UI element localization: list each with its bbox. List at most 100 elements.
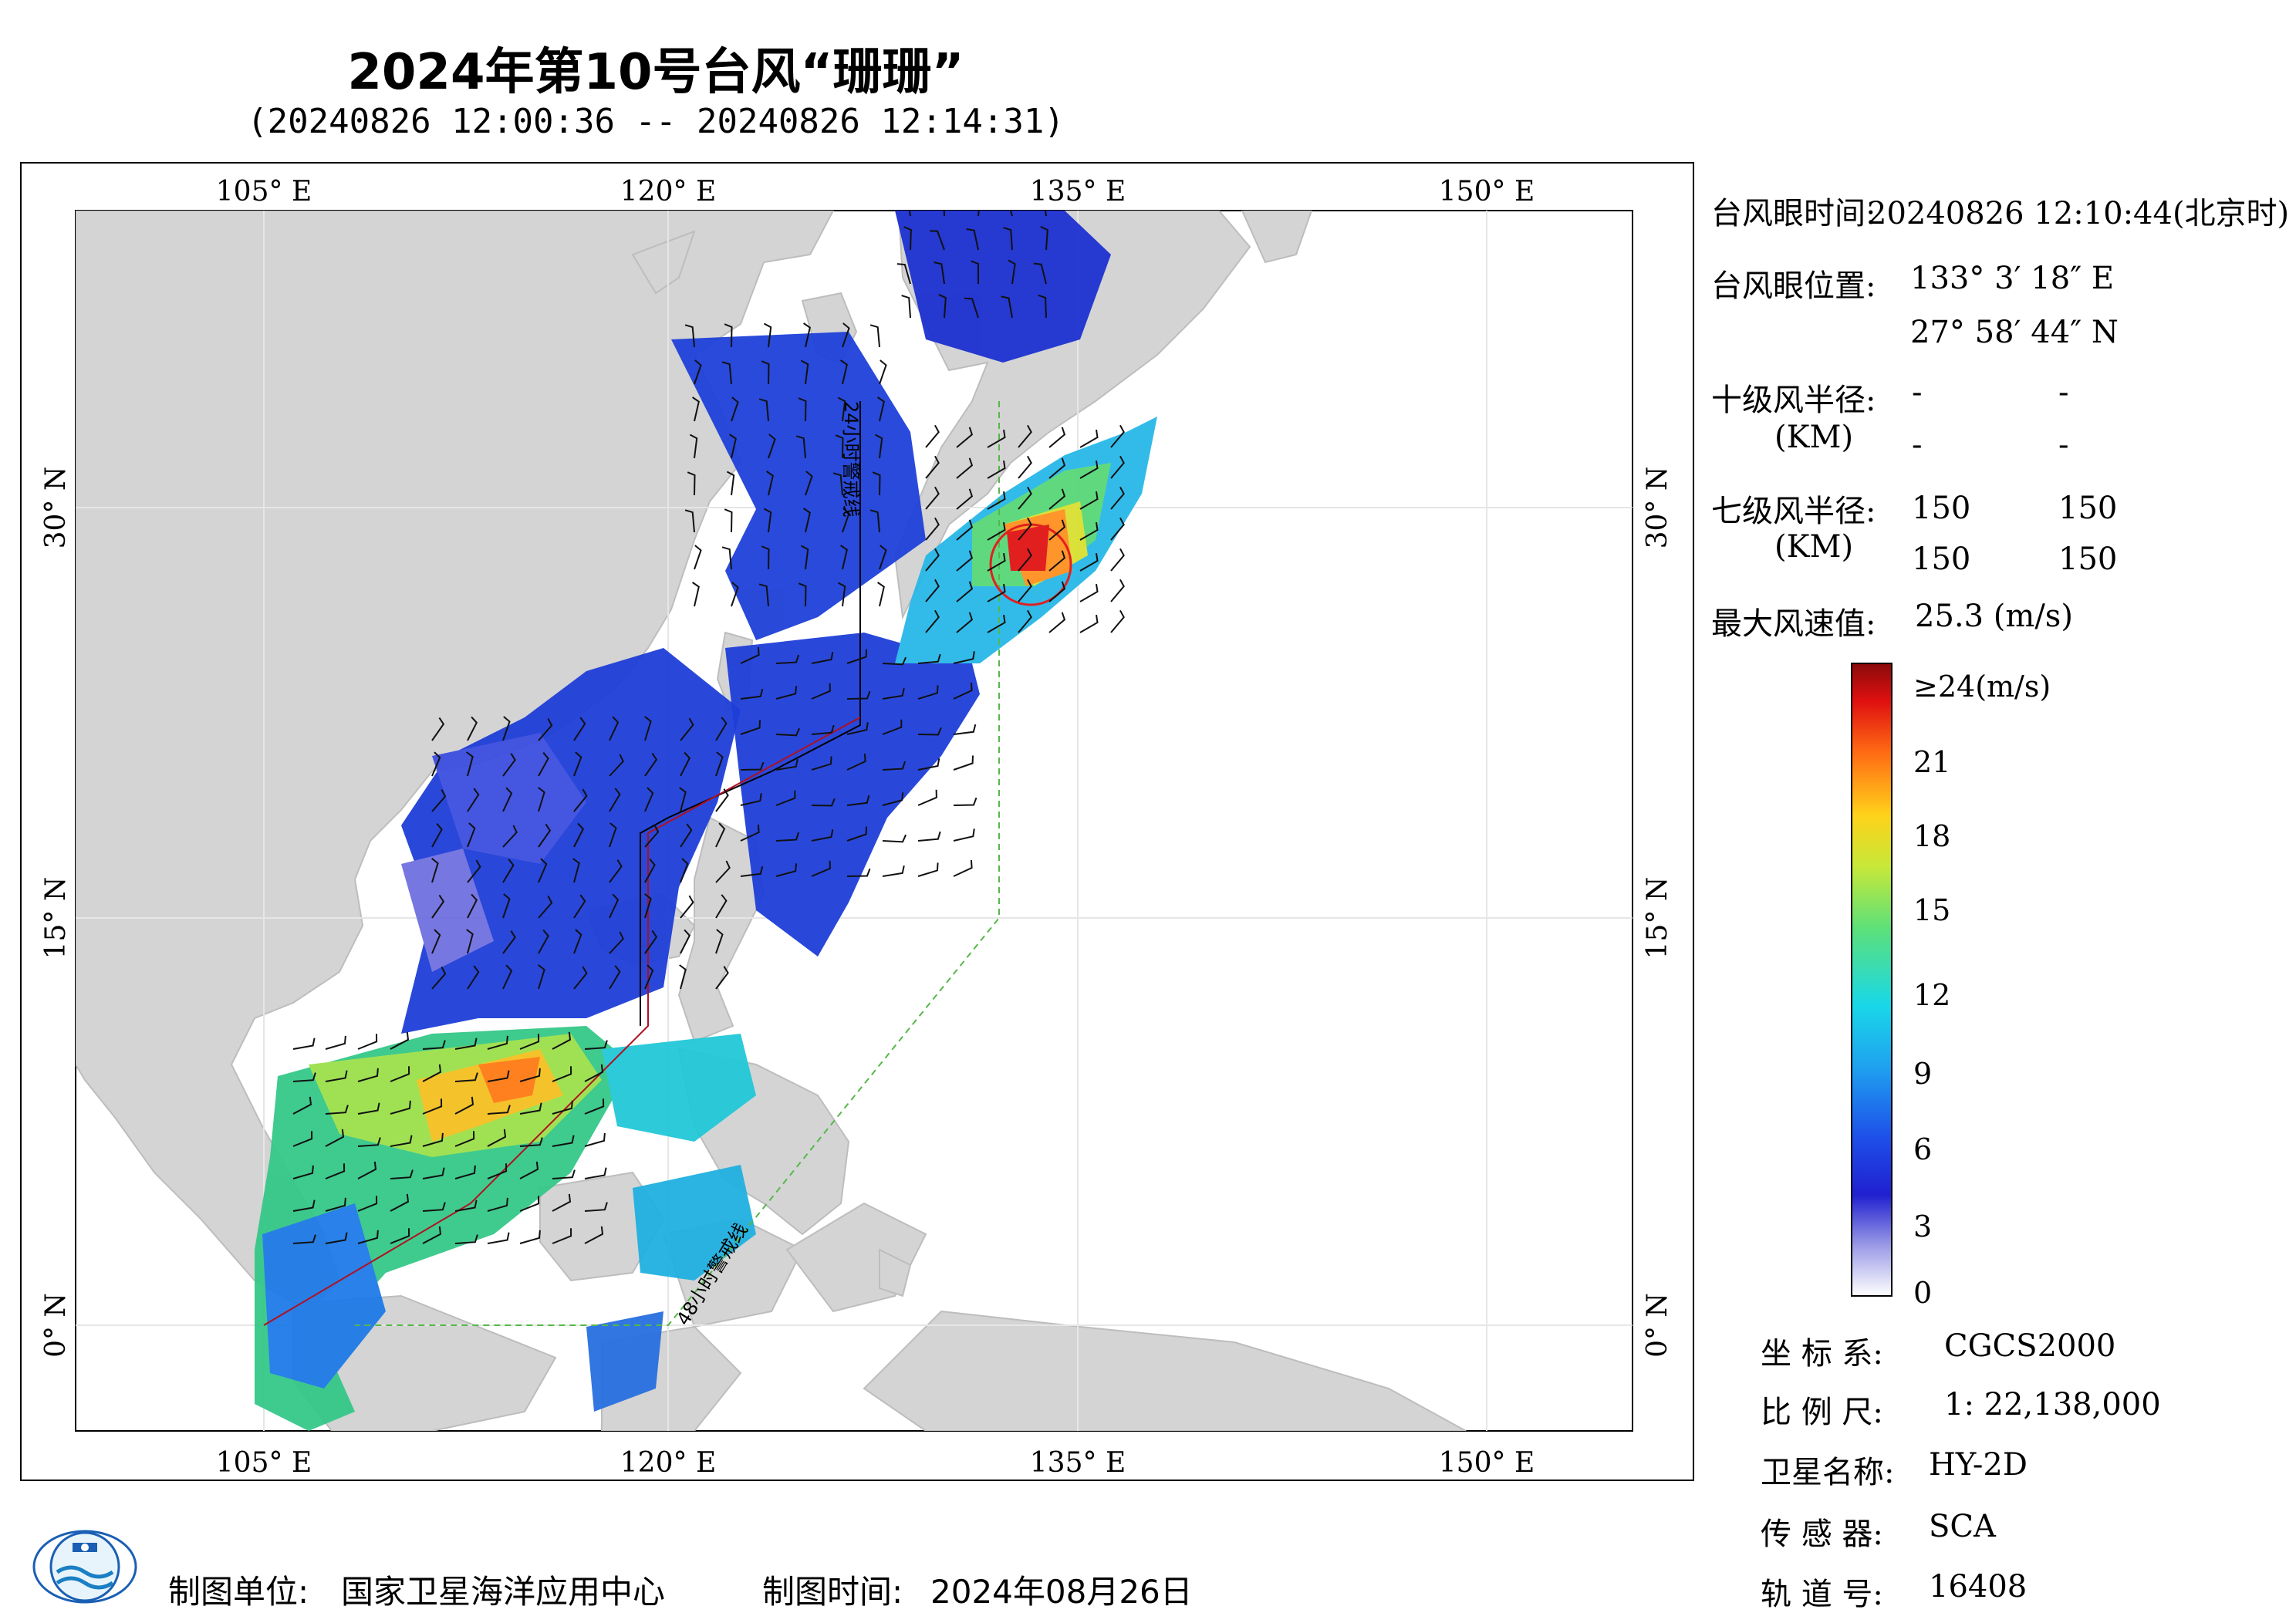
max-wind-label: 最大风速值:: [1711, 606, 1876, 642]
wind-barb: [692, 396, 700, 422]
wind-barb: [573, 929, 582, 954]
wind-barb: [573, 788, 588, 812]
warning-line-24h-label: 24小时警戒线: [840, 401, 862, 518]
wind-barb: [538, 718, 553, 741]
wind-barb: [882, 865, 905, 877]
wind-barb: [431, 858, 439, 883]
wind-barb: [325, 1105, 349, 1115]
wind-barb: [1079, 491, 1099, 510]
wind-barb: [422, 1132, 444, 1147]
wind-barb: [917, 862, 939, 877]
wind-barb: [903, 226, 912, 251]
wind-barb: [729, 434, 737, 459]
wind-barb: [502, 753, 516, 777]
wind-barb: [803, 322, 811, 348]
wind-barb: [775, 686, 798, 700]
wind-barb: [896, 263, 911, 285]
wind-barb: [680, 717, 694, 741]
wind-barb: [1018, 579, 1032, 602]
wind-barb: [956, 550, 974, 572]
wind-barb: [837, 582, 846, 607]
wind-barb: [763, 322, 772, 348]
wind-barb: [731, 582, 739, 607]
wind-barb: [584, 1226, 604, 1244]
eye-time-label: 台风眼时间:: [1711, 196, 1876, 231]
wind-barb: [798, 397, 807, 422]
eye-longitude: 133° 3′ 18″ E: [1910, 261, 2115, 296]
wind-barb: [609, 859, 623, 883]
wind-barb: [538, 858, 548, 883]
crs-value: CGCS2000: [1944, 1328, 2116, 1364]
wind-barb: [502, 930, 516, 954]
wind-barb: [715, 822, 726, 848]
lat-tick-right: 30° N: [1642, 467, 1673, 549]
wind-barb: [1018, 424, 1032, 448]
wind-barb: [1048, 519, 1066, 541]
wind-barb: [987, 583, 1006, 602]
wind-barb: [390, 1135, 413, 1147]
wind-barb: [1079, 583, 1099, 602]
lon-tick-top: 120° E: [620, 176, 716, 208]
eye-latitude: 27° 58′ 44″ N: [1910, 315, 2119, 350]
wind-barb: [1008, 259, 1016, 285]
wind-barb: [487, 1197, 508, 1212]
wind-barb: [1038, 294, 1047, 319]
wind-barb: [775, 654, 800, 664]
wind-barb: [584, 1064, 604, 1082]
wind-barb: [837, 396, 846, 422]
wind-barb: [715, 894, 728, 919]
wind-barb: [775, 758, 799, 771]
eye-time-value: 20240826 12:10:44(北京时): [1867, 196, 2290, 231]
wind-barb: [846, 722, 869, 735]
wind-barb: [715, 860, 731, 883]
wind-barb: [956, 488, 974, 510]
wind-barb: [1048, 488, 1066, 510]
typhoon-track: [263, 717, 861, 1326]
lat-tick-left: 15° N: [40, 877, 72, 960]
wind-barb: [956, 519, 974, 541]
warning-line-48h: [355, 401, 1000, 1326]
wind-barb: [694, 359, 702, 385]
wind-barb: [869, 324, 880, 348]
wind-barb: [956, 581, 974, 602]
wind-barb: [882, 761, 907, 771]
wind-barb: [680, 751, 691, 777]
wind-barb: [1110, 455, 1125, 479]
sensor-value: SCA: [1929, 1509, 1996, 1544]
wind-barb: [552, 1100, 573, 1115]
wind-barb: [292, 1234, 316, 1244]
wind-barb: [971, 260, 979, 284]
wind-barb: [538, 823, 552, 848]
wind-barb: [467, 822, 476, 848]
wind-barb: [357, 1034, 378, 1050]
wind-barb: [956, 427, 974, 448]
wind-barb: [454, 1165, 476, 1179]
wind-barb: [609, 931, 624, 954]
r7-label: 七级风半径:: [1711, 494, 1876, 529]
wind-barb: [454, 1096, 474, 1115]
sensor-label: 传 感 器:: [1761, 1517, 1883, 1552]
wind-barb: [882, 792, 904, 806]
wind-barb: [775, 863, 798, 877]
wind-barb: [680, 858, 689, 883]
wind-barb: [1110, 609, 1125, 633]
wind-barb: [731, 396, 739, 422]
r7-ne: 150: [1912, 491, 1971, 526]
wind-barb: [1110, 424, 1125, 448]
wind-barb: [803, 508, 811, 533]
wind-barb: [609, 893, 620, 919]
wind-barb: [1001, 295, 1013, 319]
wind-barb: [431, 789, 447, 812]
wind-barb: [454, 1131, 475, 1147]
wind-barb: [925, 548, 940, 572]
lat-tick-left: 30° N: [40, 467, 72, 549]
wind-barb: [502, 859, 515, 883]
wind-barb: [795, 435, 806, 459]
colorbar: [1851, 663, 1893, 1297]
wind-barb: [917, 789, 937, 806]
wind-speed-swath-east: [725, 417, 1157, 957]
wind-barb: [882, 656, 907, 666]
wind-barb: [584, 1132, 606, 1147]
wind-barb: [390, 1228, 410, 1244]
wind-barb: [1018, 609, 1032, 633]
